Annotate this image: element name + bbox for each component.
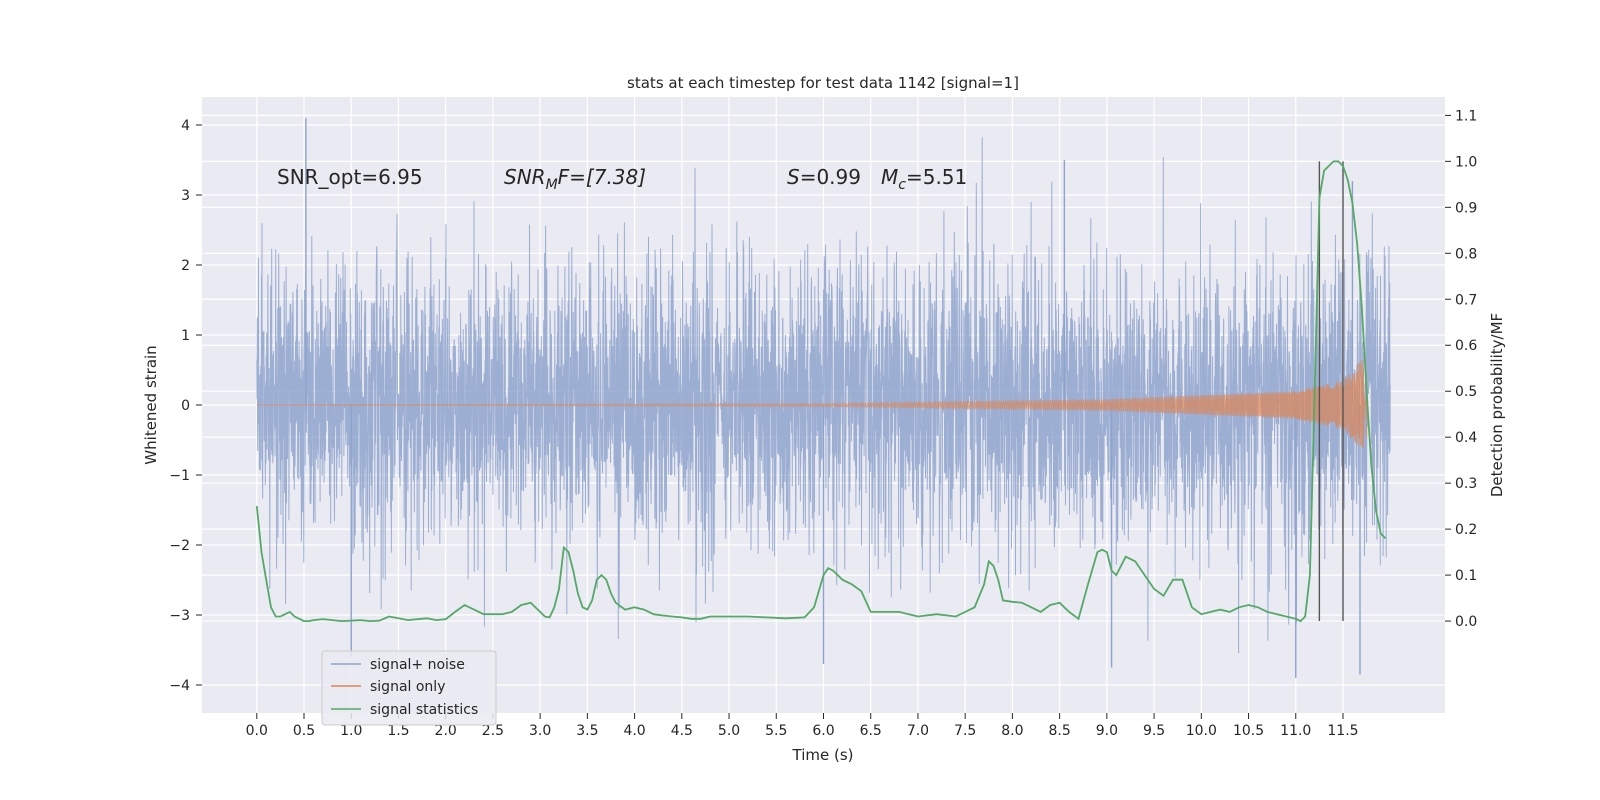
x-tick-label: 2.0 [435,723,457,739]
legend-box [321,650,497,726]
x-tick-label: 1.5 [387,723,409,739]
legend-label-signal: signal only [370,679,445,695]
x-tick-label: 11.5 [1327,723,1358,739]
x-tick-label: 7.0 [907,723,929,739]
x-tick-label: 8.5 [1048,723,1070,739]
x-tick-label: 9.0 [1096,723,1118,739]
y-right-axis-label: Detection probability/MF [1488,313,1506,497]
x-tick-label: 6.5 [860,723,882,739]
x-tick-label: 9.5 [1143,723,1165,739]
y-tick-label: 0 [181,398,190,414]
legend-label-noise: signal+ noise [370,657,465,673]
x-tick-label: 11.0 [1280,723,1311,739]
mc-sub: c [898,177,906,193]
y-axis-left: 4 3 2 1 0 −1 −2 −3 −4 [169,118,202,694]
x-axis-label: Time (s) [792,746,854,764]
y-right-tick-label: 1.1 [1455,108,1477,124]
x-tick-label: 1.0 [340,723,362,739]
statistics-line [255,160,1387,623]
y-right-tick-label: 0.0 [1455,614,1477,630]
y-tick-label: −2 [169,538,190,554]
x-tick-label: 8.0 [1001,723,1023,739]
y-tick-label: 3 [181,188,190,204]
annotations: SNR_opt=6.95 SNRMF=[7.38] S=0.99 Mc=5.51 [277,165,967,193]
annotation-snr-mf: SNRMF=[7.38] [504,165,646,193]
chart-title: stats at each timestep for test data 114… [627,74,1019,92]
x-tick-label: 2.5 [482,723,504,739]
x-tick-label: 4.5 [671,723,693,739]
mc-value: =5.51 [906,165,967,189]
x-tick-label: 4.0 [623,723,645,739]
x-tick-label: 5.0 [718,723,740,739]
y-right-tick-label: 0.3 [1455,476,1477,492]
x-tick-label: 0.0 [246,723,268,739]
y-tick-label: 4 [181,118,190,134]
x-tick-label: 7.5 [954,723,976,739]
vertical-markers [1318,161,1344,622]
s-value: =0.99 [800,165,861,189]
y-right-tick-label: 1.0 [1455,154,1477,170]
y-right-tick-label: 0.8 [1455,246,1477,262]
y-axis-label: Whitened strain [142,345,160,464]
y-tick-label: −4 [169,678,190,694]
plot-area [202,97,1445,713]
signal-statistics-series [255,160,1387,623]
annotation-mc: Mc=5.51 [881,165,967,193]
y-right-tick-label: 0.4 [1455,430,1477,446]
s-symbol: S [787,165,800,189]
x-tick-label: 10.5 [1233,723,1264,739]
x-tick-label: 3.0 [529,723,551,739]
mc-base: M [881,165,898,189]
y-right-tick-label: 0.1 [1455,568,1477,584]
y-right-tick-label: 0.5 [1455,384,1477,400]
snr-mf-rest: F=[7.38] [558,165,646,189]
y-tick-label: −3 [169,608,190,624]
y-right-tick-label: 0.2 [1455,522,1477,538]
y-axis-right: 1.1 1.0 0.9 0.8 0.7 0.6 0.5 0.4 0.3 0.2 0.1 0.0 [1445,108,1477,630]
x-tick-label: 6.0 [812,723,834,739]
x-axis: 0.0 0.5 1.0 1.5 2.0 2.5 3.0 3.5 4.0 4.5 5.0 5.5 6.0 6… [246,713,1359,739]
snr-mf-base: SNR [504,165,546,189]
y-tick-label: −1 [169,468,190,484]
legend: signal+ noise signal only signal statist… [321,650,497,726]
x-tick-label: 3.5 [576,723,598,739]
annotation-s: S=0.99 [787,165,861,189]
y-right-tick-label: 0.6 [1455,338,1477,354]
signal-noise-series [256,118,1391,678]
signal-only-series [256,359,1368,449]
x-tick-label: 0.5 [293,723,315,739]
annotation-snr-opt: SNR_opt=6.95 [277,165,423,189]
y-tick-label: 2 [181,258,190,274]
x-tick-label: 5.5 [765,723,787,739]
noise-trace [256,137,1391,654]
snr-mf-sub: M [546,177,558,193]
y-tick-label: 1 [181,328,190,344]
legend-label-statistics: signal statistics [370,702,478,718]
y-right-tick-label: 0.9 [1455,200,1477,216]
signal-trace [256,359,1368,449]
y-right-tick-label: 0.7 [1455,292,1477,308]
x-tick-label: 10.0 [1186,723,1217,739]
